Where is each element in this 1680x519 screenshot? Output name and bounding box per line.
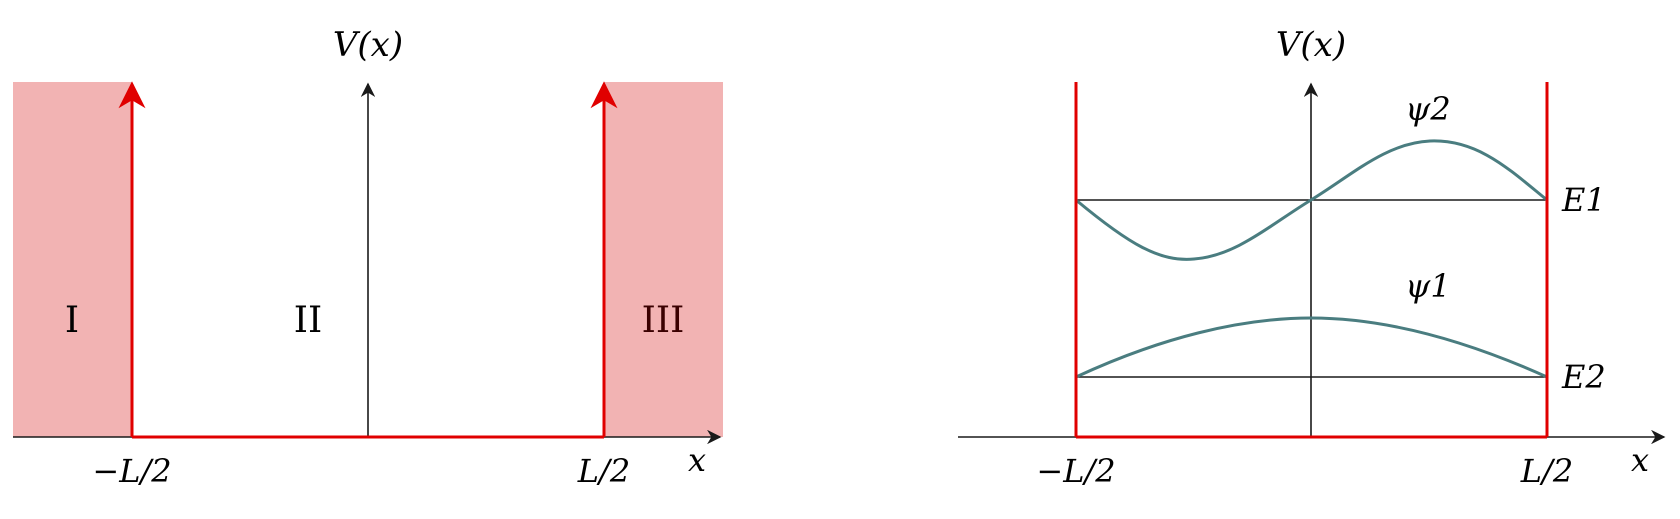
- region-label-iii: III: [642, 300, 685, 341]
- right-panel: V(x) x −L/2 L/2 ψ2 ψ1 E1 E2: [958, 25, 1666, 490]
- energy-label-upper: E1: [1561, 181, 1606, 219]
- energy-label-lower: E2: [1561, 358, 1606, 396]
- y-axis-label-right: V(x): [1276, 25, 1346, 65]
- left-panel: V(x) x −L/2 L/2 I II III: [13, 25, 723, 490]
- tick-l-half-left: L/2: [577, 452, 630, 490]
- wavefunction-lower-curve: [1075, 316, 1548, 379]
- tick-minus-l-half-right: −L/2: [1036, 452, 1115, 490]
- psi1-label: ψ1: [1405, 267, 1450, 305]
- region-i-fill: [13, 82, 132, 437]
- tick-l-half-right: L/2: [1520, 452, 1573, 490]
- wavefunction-upper-curve: [1075, 139, 1548, 261]
- tick-minus-l-half-left: −L/2: [92, 452, 171, 490]
- region-label-ii: II: [294, 300, 322, 341]
- region-label-i: I: [65, 300, 79, 341]
- region-iii-fill: [604, 82, 723, 437]
- psi2-label: ψ2: [1405, 90, 1450, 128]
- x-axis-label-left: x: [688, 441, 706, 479]
- y-axis-label-left: V(x): [333, 25, 403, 65]
- x-axis-label-right: x: [1631, 441, 1649, 479]
